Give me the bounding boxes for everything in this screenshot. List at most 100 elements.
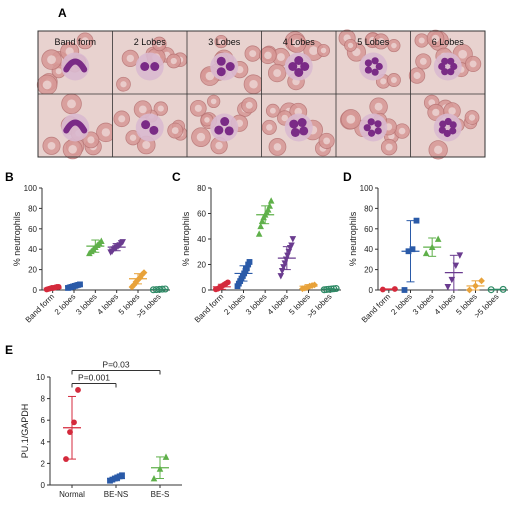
red-blood-cell-center [47,55,56,65]
nucleus-lobe [441,57,449,65]
red-blood-cell-center [118,115,126,123]
data-point [428,243,436,251]
nucleus-lobe [449,121,457,129]
nucleus-lobe [367,118,375,126]
nucleus-band [63,58,88,73]
neutrophil-cytoplasm [61,52,90,81]
nucleus-lobe [141,120,151,130]
data-point [119,239,126,246]
red-blood-cell-center [273,69,282,78]
data-point [320,286,328,294]
red-blood-cell-center [346,114,356,124]
x-tick-label: Band form [193,292,226,325]
neutrophil-cytoplasm [135,113,164,142]
p-value-label: P=0.001 [78,372,110,382]
red-blood-cell-center [377,37,385,45]
red-blood-cell-center [292,39,301,48]
y-tick-label: 80 [364,204,373,213]
red-blood-cell-center [432,108,440,117]
y-tick-label: 80 [28,204,37,213]
y-tick-label: 0 [369,286,374,295]
panel-label-b: B [5,170,14,184]
nucleus-lobe [294,56,304,65]
column-label: 5 Lobes [357,37,390,47]
data-point [434,235,442,242]
column-label: 3 Lobes [208,37,241,47]
y-tick-label: 60 [28,225,37,234]
nucleus-lobe [216,56,226,66]
nucleus-lobe [224,126,234,136]
red-blood-cell-center [391,42,397,49]
x-tick-label: 4 lobes [266,292,291,317]
data-point [311,281,318,289]
y-tick-label: 60 [197,210,206,219]
micrograph-cell: 6 Lobes [408,29,485,94]
red-blood-cell-center [390,77,397,83]
x-tick-label: 3 lobes [244,292,269,317]
x-tick-label: Band form [24,292,57,325]
x-tick-label: >5 lobes [306,292,334,320]
x-tick-label: 2 lobes [53,292,78,317]
column-label: Band form [54,37,96,47]
data-point [63,456,69,462]
red-blood-cell-center [196,132,206,142]
panel-label-d: D [343,170,352,184]
nucleus-lobe [374,120,382,128]
column-label: 4 Lobes [283,37,316,47]
red-blood-cell-center [347,42,354,49]
nucleus-lobe [439,120,447,128]
neutrophil-cytoplasm [359,52,388,81]
data-point [75,387,81,393]
data-point [161,285,169,293]
y-tick-label: 40 [197,235,206,244]
nucleus-lobe [290,127,300,137]
red-blood-cell-center [157,105,164,112]
red-blood-cell-center [413,72,421,80]
data-point [409,246,416,253]
y-tick-label: 40 [364,245,373,254]
micrograph-cell: 2 Lobes [112,31,188,94]
red-blood-cell-center [42,80,52,90]
red-blood-cell-center [55,68,62,75]
nucleus-lobe [371,68,379,76]
red-blood-cell-center [448,107,456,115]
y-tick-label: 4 [41,438,46,447]
y-axis-label: PU.1/GAPDH [20,404,30,459]
column-label: 2 Lobes [134,37,167,47]
red-blood-cell-center [309,46,318,56]
red-blood-cell-center [249,50,257,58]
y-tick-label: 100 [24,184,38,193]
x-tick-label: 4 lobes [95,292,120,317]
red-blood-cell-center [210,98,217,105]
data-point [452,262,460,270]
y-tick-label: 0 [41,481,46,490]
data-point [499,285,507,293]
red-blood-cell-center [320,47,327,54]
data-point [255,230,263,237]
red-blood-cell-center [156,40,163,48]
data-point [267,197,275,204]
nucleus-lobe [150,62,160,71]
data-point [55,284,62,290]
data-point [379,286,386,293]
nucleus-lobe [438,126,446,134]
data-point [325,285,333,293]
data-point [401,287,408,293]
red-blood-cell-center [215,141,223,150]
data-point [466,286,473,294]
x-tick-label: 2 lobes [389,292,414,317]
red-blood-cell-center [218,38,224,45]
y-axis-label: % neutrophils [181,211,191,266]
red-blood-cell-center [468,114,476,121]
neutrophil-cytoplasm [284,52,313,81]
data-point [323,285,331,293]
nucleus-lobe [367,129,376,137]
red-blood-cell-center [47,141,56,150]
micrograph-cell [38,93,116,160]
nucleus-lobe [288,62,298,71]
nucleus-lobe [149,125,159,135]
nucleus-lobe [220,117,230,127]
data-point [327,285,335,293]
